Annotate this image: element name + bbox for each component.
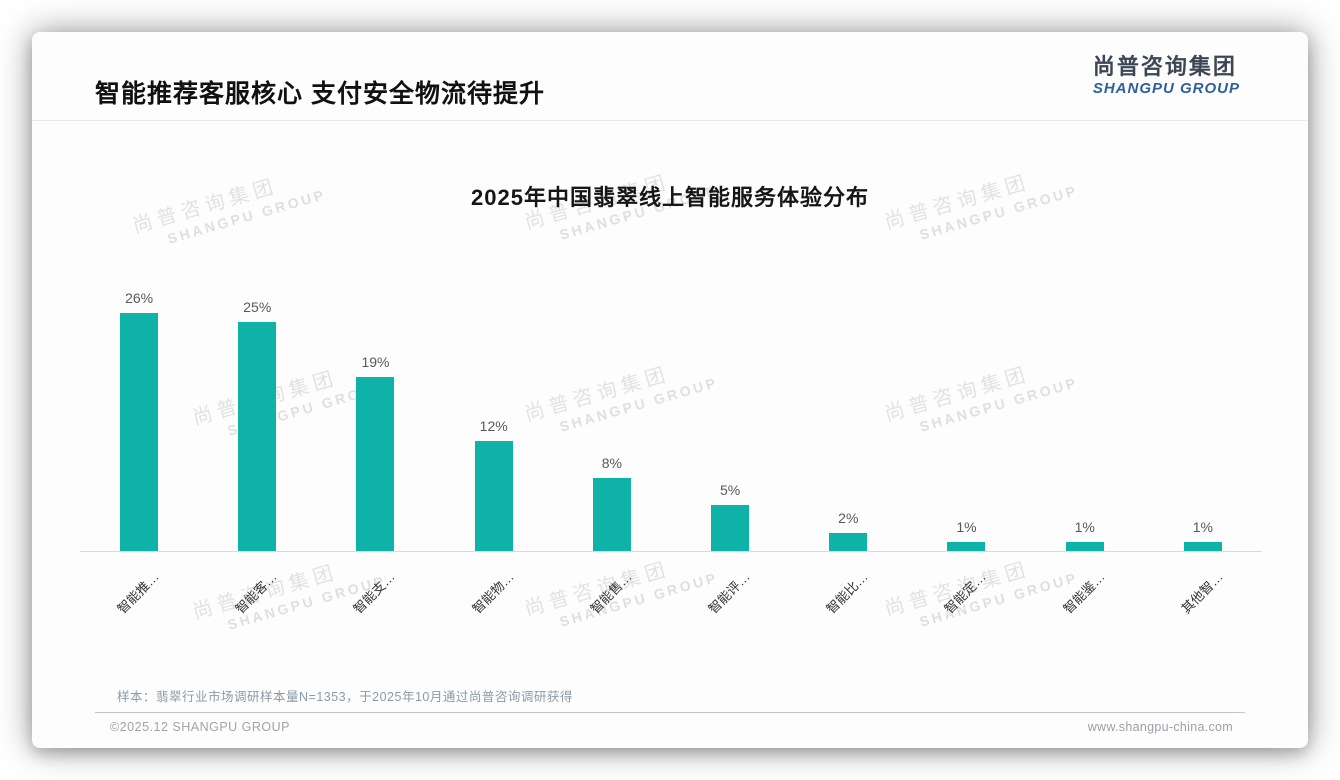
category-label: 智能推… — [114, 569, 162, 617]
bar-value-label: 12% — [479, 418, 508, 434]
bar-value-label: 1% — [1192, 519, 1213, 535]
bar — [592, 478, 631, 551]
category-label: 智能定… — [941, 569, 990, 617]
bar-value-label: 1% — [956, 519, 977, 535]
logo-cn-text: 尚普咨询集团 — [1092, 54, 1237, 79]
bar — [120, 313, 159, 551]
chart-title: 2025年中国翡翠线上智能服务体验分布 — [471, 185, 869, 210]
bar — [238, 322, 277, 551]
category-label: 智能客… — [232, 569, 281, 617]
category-label: 智能支… — [350, 569, 399, 617]
page-title: 智能推荐客服核心 支付安全物流待提升 — [95, 80, 545, 108]
bar-value-label: 5% — [719, 482, 741, 498]
category-label: 智能售… — [587, 569, 635, 617]
company-logo: 尚普咨询集团 SHANGPU GROUP — [1093, 54, 1240, 98]
bar-value-label: 25% — [243, 299, 272, 315]
bar-value-label: 26% — [125, 290, 154, 306]
category-label: 智能物… — [469, 569, 517, 617]
bar — [829, 533, 868, 551]
footer-divider — [95, 712, 1245, 713]
x-axis-line — [80, 551, 1262, 552]
bar — [947, 542, 986, 551]
bar — [1065, 542, 1104, 551]
bar — [356, 377, 395, 551]
header-divider — [32, 120, 1308, 121]
bar-value-label: 19% — [361, 354, 390, 370]
watermark: 尚普咨询集团 SHANGPU GROUP — [882, 363, 1080, 435]
bar — [1183, 542, 1222, 551]
bar-value-label: 2% — [838, 510, 859, 526]
category-label: 智能评… — [705, 569, 753, 617]
category-label: 智能鉴… — [1060, 569, 1108, 617]
bar-value-label: 8% — [601, 455, 622, 471]
logo-en-text: SHANGPU GROUP — [1092, 80, 1240, 98]
website-text: www.shangpu-china.com — [1087, 720, 1233, 734]
bar — [474, 441, 513, 551]
category-label: 其他智… — [1178, 569, 1226, 617]
bar — [711, 505, 750, 551]
watermark: 尚普咨询集团 SHANGPU GROUP — [882, 558, 1080, 630]
copyright-text: ©2025.12 SHANGPU GROUP — [110, 720, 290, 734]
bar-value-label: 1% — [1074, 519, 1095, 535]
slide-card: 尚普咨询集团 SHANGPU GROUP 尚普咨询集团 SHANGPU GROU… — [32, 32, 1308, 748]
category-label: 智能比… — [823, 569, 872, 617]
sample-footnote: 样本：翡翠行业市场调研样本量N=1353，于2025年10月通过尚普咨询调研获得 — [117, 690, 573, 704]
